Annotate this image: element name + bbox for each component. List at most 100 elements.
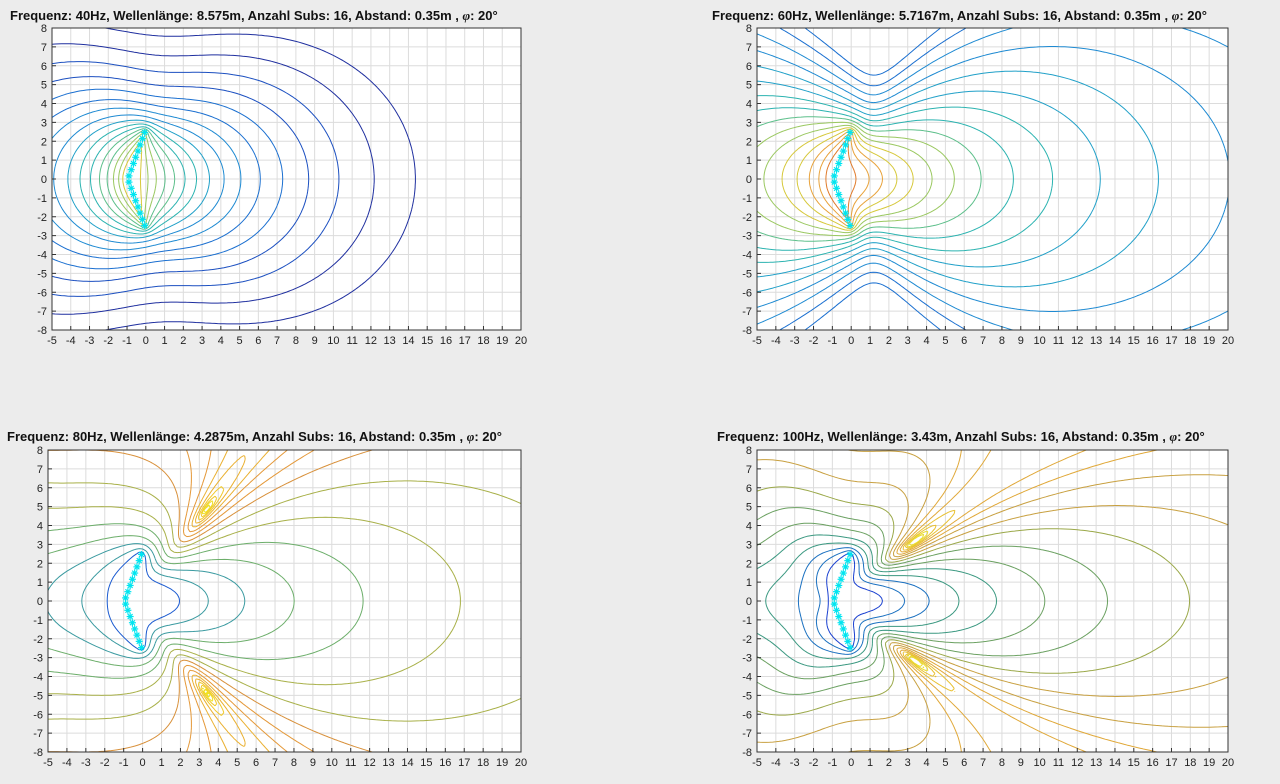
contour-level	[106, 130, 166, 228]
y-tick-label: -5	[742, 268, 752, 280]
subwoofer-marker	[125, 172, 133, 180]
contour-level	[847, 450, 1228, 752]
x-tick-label: 9	[1018, 335, 1024, 347]
subwoofer-marker	[134, 203, 142, 211]
y-tick-label: 3	[41, 117, 47, 129]
y-tick-label: 6	[37, 483, 43, 495]
x-tick-label: 15	[420, 757, 432, 769]
x-tick-label: 5	[942, 757, 948, 769]
contour-level	[906, 530, 929, 672]
subwoofer-marker	[837, 197, 845, 205]
x-tick-label: 9	[1018, 757, 1024, 769]
subwoofer-marker	[127, 166, 135, 174]
x-tick-label: 7	[274, 335, 280, 347]
x-tick-label: 20	[1222, 757, 1234, 769]
subwoofer-marker	[846, 644, 854, 652]
subwoofer-marker	[835, 159, 843, 167]
y-tick-label: -1	[33, 615, 43, 627]
subwoofer-marker	[833, 184, 841, 192]
x-tick-label: 4	[215, 757, 221, 769]
y-tick-label: 1	[37, 577, 43, 589]
y-tick-label: -3	[33, 653, 43, 665]
plot-title-40hz: Frequenz: 40Hz, Wellenlänge: 8.575m, Anz…	[10, 8, 498, 24]
y-tick-label: 0	[746, 174, 752, 186]
contour-level	[105, 28, 416, 330]
phi-label: : 20°	[1179, 8, 1207, 23]
y-tick-label: -8	[742, 325, 752, 337]
x-tick-label: 12	[364, 757, 376, 769]
x-tick-label: 15	[421, 335, 433, 347]
subwoofer-marker	[830, 600, 838, 608]
subwoofer-marker	[833, 588, 841, 596]
contour-level	[757, 107, 1014, 251]
contour-level	[757, 534, 997, 668]
x-tick-label: 17	[458, 757, 470, 769]
x-tick-label: 11	[346, 335, 357, 347]
plot-area-40hz: -5 -4 -3 -2 -1 0 1 2 3 4 5 6 7 8 9 10 11 12 13 14 15 16 17 18 19…	[37, 23, 527, 347]
subwoofer-marker	[136, 209, 144, 217]
x-tick-label: -4	[771, 335, 781, 347]
x-tick-label: -2	[103, 335, 113, 347]
contour-level	[81, 548, 209, 654]
subwoofer-marker	[837, 153, 845, 161]
x-tick-label: 3	[905, 757, 911, 769]
y-tick-label: -6	[742, 709, 752, 721]
x-tick-label: 16	[439, 757, 451, 769]
contour-level	[765, 542, 960, 660]
plot-title-100hz: Frequenz: 100Hz, Wellenlänge: 3.43m, Anz…	[717, 429, 1205, 445]
y-tick-label: 4	[37, 521, 43, 533]
contour-level	[757, 522, 1046, 680]
x-tick-label: 6	[253, 757, 259, 769]
x-tick-label: -5	[43, 757, 53, 769]
x-tick-label: 0	[140, 757, 146, 769]
subwoofer-marker	[132, 197, 140, 205]
x-tick-label: 8	[291, 757, 297, 769]
x-tick-label: -1	[119, 757, 129, 769]
x-tick-label: 12	[1071, 757, 1083, 769]
x-tick-label: 15	[1128, 335, 1140, 347]
plot-area-60hz: -5 -4 -3 -2 -1 0 1 2 3 4 5 6 7 8 9 10 11 12 13 14 15 16 17 18 19…	[742, 23, 1234, 347]
y-tick-label: -4	[742, 250, 752, 262]
title-text: Frequenz: 100Hz, Wellenlänge: 3.43m, Anz…	[717, 429, 1166, 444]
phi-label: : 20°	[1177, 429, 1205, 444]
x-tick-label: 0	[848, 757, 854, 769]
x-tick-label: 3	[199, 335, 205, 347]
y-tick-label: -2	[742, 634, 752, 646]
phi-symbol: φ	[466, 429, 475, 444]
y-tick-label: 0	[41, 174, 47, 186]
title-text: Frequenz: 60Hz, Wellenlänge: 5.7167m, An…	[712, 8, 1169, 23]
x-tick-label: 0	[143, 335, 149, 347]
x-tick-label: 17	[459, 335, 471, 347]
x-tick-label: 17	[1165, 757, 1177, 769]
contour-lines	[757, 450, 1228, 752]
x-tick-label: 10	[1033, 757, 1045, 769]
x-tick-label: -3	[790, 335, 800, 347]
contour-level	[48, 543, 246, 659]
x-tick-label: -5	[752, 335, 762, 347]
y-tick-label: -7	[742, 728, 752, 740]
y-tick-label: -2	[37, 212, 47, 224]
y-tick-label: -5	[742, 690, 752, 702]
grid	[756, 449, 1229, 753]
x-tick-label: 10	[327, 335, 339, 347]
contour-level	[763, 124, 933, 234]
subwoofer-marker	[837, 619, 845, 627]
x-tick-label: 14	[1109, 335, 1121, 347]
y-tick-label: -2	[742, 212, 752, 224]
y-tick-label: 1	[746, 155, 752, 167]
y-tick-label: 7	[746, 42, 752, 54]
subwoofer-marker	[842, 563, 850, 571]
x-tick-label: 5	[234, 757, 240, 769]
x-tick-label: 13	[384, 335, 396, 347]
subwoofer-marker	[122, 594, 130, 602]
contour-lines	[48, 450, 521, 752]
contour-level	[896, 450, 1158, 752]
subwoofer-marker	[134, 147, 142, 155]
x-tick-label: -2	[809, 335, 819, 347]
phi-label: : 20°	[474, 429, 502, 444]
contour-level	[79, 123, 198, 235]
y-tick-label: 4	[746, 521, 752, 533]
contour-level	[48, 535, 295, 667]
subwoofer-marker	[137, 550, 145, 558]
contour-level	[757, 459, 1228, 743]
